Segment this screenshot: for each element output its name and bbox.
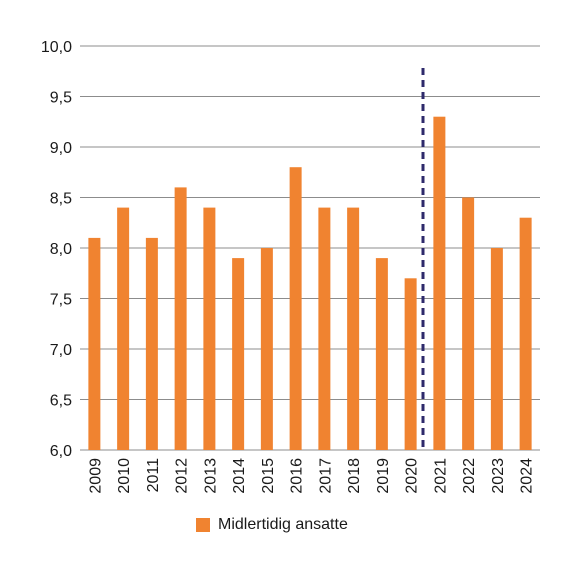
y-tick-label: 8,0 [50, 241, 72, 258]
bar-2023 [490, 248, 503, 450]
bar-2017 [318, 207, 331, 450]
x-tick-label: 2023 [490, 458, 507, 494]
bar-2009 [88, 237, 101, 450]
bar-2021 [433, 116, 446, 450]
bar-2019 [375, 258, 388, 450]
bars [88, 116, 532, 450]
bar-2013 [203, 207, 216, 450]
bar-2014 [232, 258, 245, 450]
legend: Midlertidig ansatte [196, 516, 348, 534]
y-tick-label: 7,5 [50, 292, 72, 309]
bar-2012 [174, 187, 187, 450]
y-axis-tick-labels: 6,0 6,5 7,0 7,5 8,0 8,5 9,0 9,5 10,0 [41, 39, 72, 460]
x-tick-label: 2013 [202, 458, 219, 494]
legend-swatch [196, 518, 210, 532]
x-tick-label: 2015 [260, 458, 277, 494]
bar-2015 [260, 248, 273, 450]
bar-2010 [117, 207, 130, 450]
x-tick-label: 2017 [317, 458, 334, 494]
x-tick-label: 2021 [432, 458, 449, 494]
bar-2020 [404, 278, 417, 450]
x-tick-label: 2011 [145, 458, 162, 493]
x-tick-label: 2022 [461, 458, 478, 494]
y-tick-label: 10,0 [41, 39, 72, 56]
y-tick-label: 8,5 [50, 191, 72, 208]
x-tick-label: 2019 [375, 458, 392, 494]
x-axis-tick-labels: 2009 2010 2011 2012 2013 2014 2015 2016 2017 2018… [87, 458, 535, 494]
x-tick-label: 2009 [87, 458, 104, 494]
x-tick-label: 2014 [231, 458, 248, 494]
x-tick-label: 2024 [519, 458, 536, 494]
bar-2022 [462, 197, 475, 450]
y-tick-label: 6,0 [50, 443, 72, 460]
bar-2018 [347, 207, 360, 450]
y-tick-label: 6,5 [50, 393, 72, 410]
y-tick-label: 7,0 [50, 342, 72, 359]
bar-2024 [519, 217, 532, 450]
legend-label: Midlertidig ansatte [218, 516, 348, 533]
bar-2011 [145, 237, 158, 450]
x-tick-label: 2010 [116, 458, 133, 494]
x-tick-label: 2016 [289, 458, 306, 494]
bar-2016 [289, 167, 302, 450]
x-tick-label: 2018 [346, 458, 363, 494]
y-tick-label: 9,0 [50, 140, 72, 157]
x-tick-label: 2020 [404, 458, 421, 494]
y-tick-label: 9,5 [50, 90, 72, 107]
x-tick-label: 2012 [174, 458, 191, 494]
